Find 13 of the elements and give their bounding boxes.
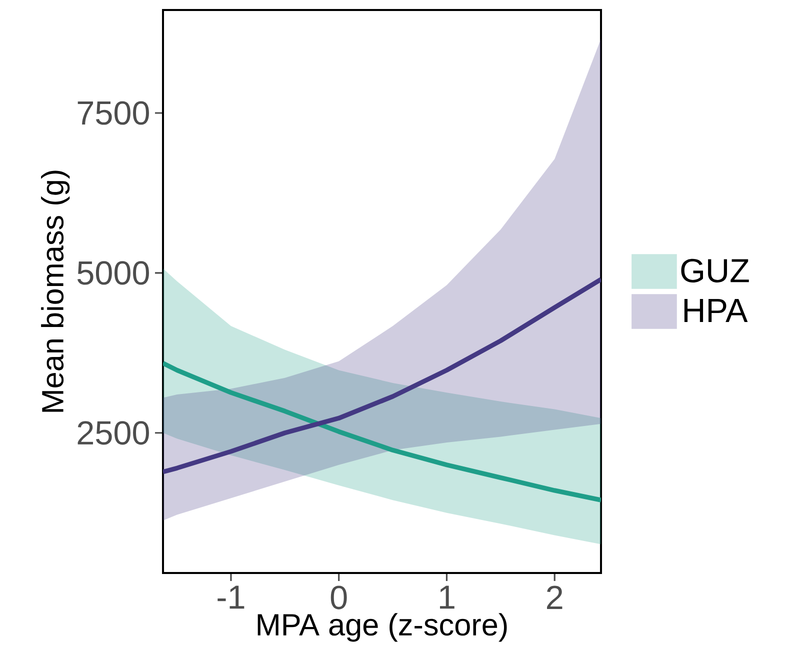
y-tick-label: 2500 (78, 421, 149, 445)
x-tick-label: 0 (330, 586, 347, 610)
x-tick-label: 2 (547, 586, 562, 609)
y-tick-label: 7500 (78, 101, 149, 125)
legend-label: HPA (684, 299, 748, 322)
line-series (163, 277, 602, 474)
x-axis-title: MPA age (z-score) (258, 613, 507, 642)
y-axis-title: Mean biomass (g) (41, 170, 70, 412)
y-tick-label: 5000 (77, 261, 149, 285)
x-tick-label: -1 (218, 586, 244, 609)
x-tick-label: 1 (440, 586, 454, 609)
line-series (163, 360, 602, 502)
legend-label: GUZ (681, 258, 749, 282)
